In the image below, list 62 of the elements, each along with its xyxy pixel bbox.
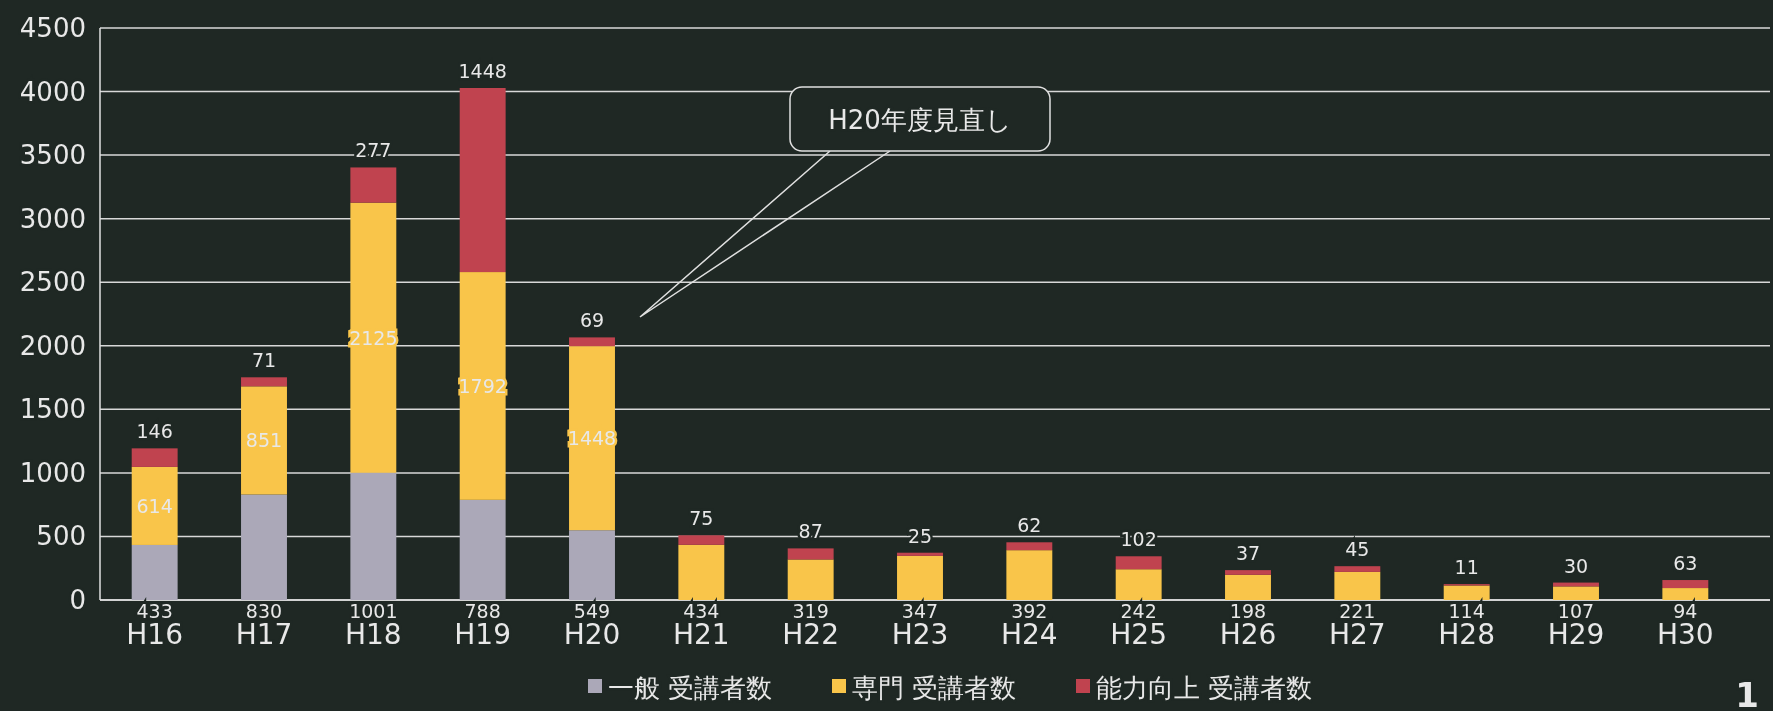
data-label: 30 [1563, 554, 1589, 577]
annotation: H20年度見直し [828, 105, 1012, 135]
y-tick-label: 1000 [19, 457, 86, 488]
bar [459, 88, 506, 273]
bar [350, 472, 397, 600]
bar [1115, 569, 1162, 600]
data-label: 614 [136, 494, 173, 517]
y-tick-label: 3000 [19, 203, 86, 234]
bar [1006, 542, 1053, 551]
y-tick-label: 4500 [19, 13, 86, 43]
data-label: 37 [1235, 542, 1261, 565]
bar [459, 499, 506, 600]
bar [1225, 570, 1271, 575]
text: 1 [1735, 675, 1759, 711]
data-label: 71 [251, 349, 277, 372]
bar [897, 552, 943, 556]
legend-label: 一般 受講者数 [608, 673, 773, 703]
y-tick-label: 500 [36, 521, 86, 552]
bar [787, 559, 834, 600]
bar [1553, 586, 1599, 600]
bar [569, 346, 615, 531]
data-label: 69 [579, 309, 605, 332]
bar [678, 544, 725, 600]
y-tick-label: 2000 [19, 330, 86, 361]
bar [1662, 588, 1709, 600]
bar [459, 272, 506, 500]
bar [350, 167, 397, 203]
bar [1115, 556, 1162, 570]
data-label: 45 [1345, 538, 1370, 561]
data-label: 1448 [458, 60, 507, 82]
bar [350, 202, 397, 473]
bar [1006, 550, 1053, 600]
bar [131, 544, 178, 600]
data-label: 851 [245, 429, 283, 452]
data-label: 75 [689, 507, 714, 530]
bar [787, 548, 834, 560]
bar [569, 337, 615, 347]
legend-label: 専門 受講者数 [852, 673, 1017, 703]
data-label: 1448 [567, 427, 617, 450]
legend-label: 能力向上 受講者数 [1096, 673, 1313, 703]
bar [1662, 580, 1709, 589]
data-label: 63 [1673, 552, 1698, 575]
bar [1225, 574, 1271, 600]
y-tick-label: 1500 [19, 394, 86, 425]
bar [241, 377, 287, 387]
bar [1334, 571, 1381, 600]
bar [678, 535, 725, 545]
y-tick-label: 4000 [19, 76, 86, 107]
data-label: 1792 [458, 374, 507, 397]
bar [241, 494, 287, 600]
bar [1334, 566, 1381, 572]
bar [131, 448, 178, 467]
data-label: 11 [1454, 556, 1479, 579]
bar [569, 530, 615, 600]
y-tick-label: 0 [69, 585, 86, 615]
data-label: 146 [136, 420, 173, 443]
y-tick-label: 2500 [19, 267, 86, 298]
data-label: 62 [1017, 514, 1042, 537]
bar [897, 555, 943, 600]
data-label: 2125 [349, 326, 398, 349]
y-tick-label: 3500 [19, 140, 86, 171]
bar [1443, 585, 1490, 600]
